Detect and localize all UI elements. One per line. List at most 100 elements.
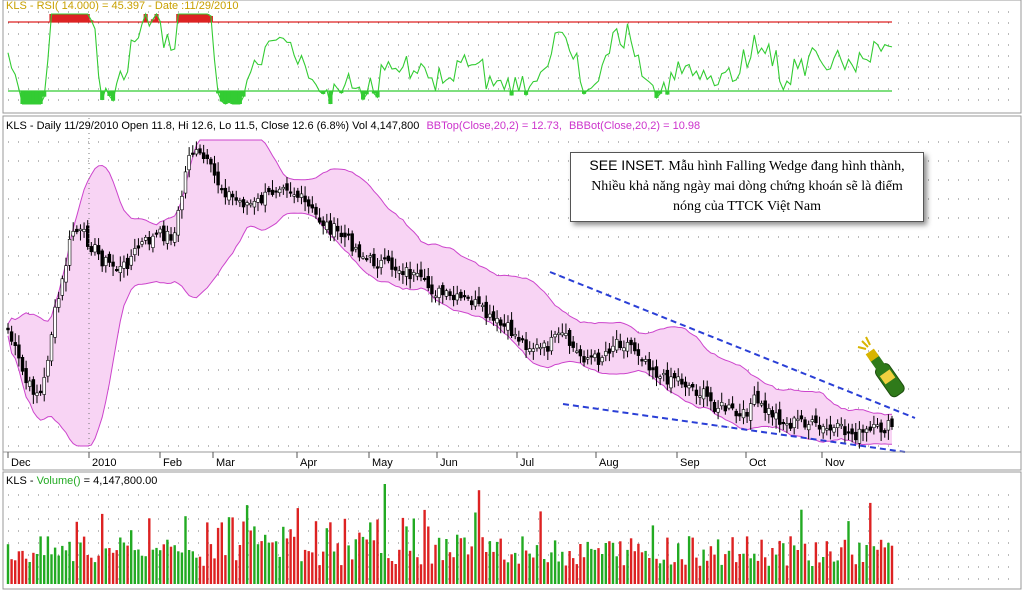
volume-bar [274,541,278,584]
candle-body [618,340,623,349]
candle-body [719,402,724,407]
candle-body [259,194,264,204]
bollinger-top-line [7,139,893,416]
volume-bar [249,530,252,584]
volume-bar [448,552,452,584]
candle-body [462,295,467,298]
volume-bar [619,541,622,584]
volume-bar [293,536,296,584]
volume-bar [658,563,662,584]
volume-bar [43,555,46,584]
volume-bar [361,536,365,584]
volume-bar [811,566,814,584]
candle-body [133,248,137,255]
volume-bar [669,564,673,584]
candle-body [38,390,43,394]
volume-bar [336,543,339,584]
volume-bar [861,562,865,584]
candle-body [672,372,677,379]
volume-bar [184,516,187,584]
volume-bar [180,552,184,584]
candle-body [531,348,536,352]
volume-bar [57,555,60,584]
volume-bar [590,548,593,584]
volume-bar [340,565,343,584]
volume-bar [151,549,155,584]
volume-bar [314,521,318,584]
volume-bar [238,545,242,584]
price-legend-main: KLS - Daily 11/29/2010 Open 11.8, Hi 12.… [6,120,419,132]
candle-body [227,191,231,201]
volume-bar [376,519,379,584]
candle-body [212,163,217,176]
volume-bar [46,536,50,584]
volume-bar [162,544,165,584]
candle-body [745,411,749,417]
candle-body [422,277,427,281]
candle-body [759,403,764,406]
candle-body [498,319,503,326]
volume-bar [735,562,738,584]
candle-body [448,291,452,297]
candle-body [701,388,706,400]
volume-bar [101,513,104,584]
volume-bar [633,551,636,584]
candle-body [774,412,778,420]
volume-bar [847,521,850,584]
volume-bar [6,544,10,584]
candle-body [107,253,112,263]
volume-bar [528,553,531,584]
volume-bar [383,484,386,584]
volume-bar [474,512,477,584]
candle-body [676,376,680,382]
candle-body [60,278,65,296]
volume-bar [510,554,513,584]
candle-body [698,395,702,398]
volume-bar [32,552,35,584]
candle-body [564,332,568,336]
candle-body [843,426,847,436]
volume-bar [564,565,568,584]
volume-bar [79,542,82,584]
volume-bar [159,550,162,584]
volume-bar [709,546,713,584]
volume-bar [202,565,205,584]
candle-body [154,232,159,235]
x-axis-ticks: Dec 2010 Feb Mar Apr May Jun Jul Aug Sep Oct Nov [7,118,845,469]
volume-bar [97,555,100,584]
volume-bar [887,542,890,584]
candle-body [553,333,557,338]
volume-bar [572,558,575,584]
volume-bar [807,560,810,584]
candle-body [835,423,840,428]
volume-bar [394,564,397,584]
volume-bar [264,534,267,584]
candle-body [480,304,485,308]
volume-bar [459,538,463,584]
volume-bar [398,549,401,584]
volume-bar [771,548,774,584]
volume-bar [427,526,430,584]
volume-bar [521,536,524,584]
candle-body [187,155,191,171]
volume-bar [169,546,173,584]
candle-body [263,191,267,206]
volume-bar [53,547,57,584]
volume-bar [209,544,213,584]
volume-bar [800,509,803,584]
volume-bar [655,558,658,584]
volume-bar [24,558,28,584]
candle-body [549,337,554,352]
volume-bar [716,539,720,584]
x-tick-label: May [372,457,393,469]
candle-body [607,348,612,354]
volume-bar [666,537,669,584]
candle-body [861,429,865,433]
candle-body [777,409,782,425]
candle-body [343,232,347,238]
candle-body [665,369,670,385]
candle-body [636,349,641,356]
volume-bar [629,538,633,584]
volume-bar [543,559,546,584]
candle-body [31,379,36,395]
